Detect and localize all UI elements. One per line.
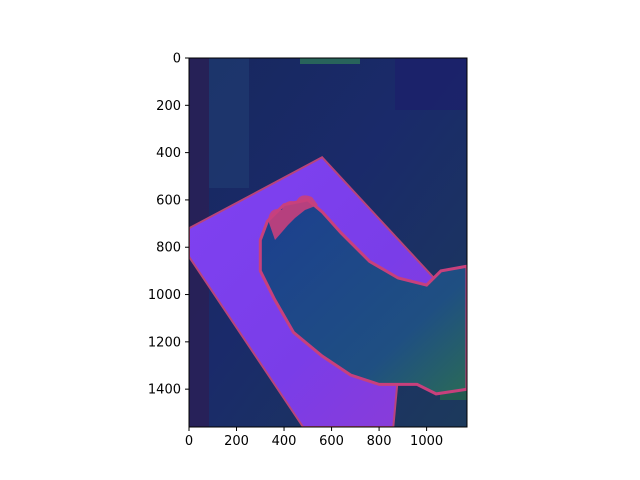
y-tick-label-7: 1400 bbox=[148, 383, 181, 398]
y-tick-label-1: 200 bbox=[156, 99, 181, 114]
y-tick-label-3: 600 bbox=[156, 193, 181, 208]
background-green-strip bbox=[300, 58, 360, 64]
x-axis: 0 200 400 600 800 1000 bbox=[185, 427, 443, 449]
x-tick-label-5: 1000 bbox=[410, 434, 443, 449]
y-tick-label-5: 1000 bbox=[148, 288, 181, 303]
x-tick-label-3: 600 bbox=[319, 434, 344, 449]
image-content bbox=[189, 58, 467, 427]
x-tick-label-0: 0 bbox=[185, 434, 193, 449]
x-tick-label-4: 800 bbox=[367, 434, 392, 449]
y-axis: 0 200 400 600 800 1000 1200 1400 bbox=[148, 52, 189, 398]
background-right-panel bbox=[395, 58, 467, 110]
x-tick-label-2: 400 bbox=[272, 434, 297, 449]
toe-bumps bbox=[268, 195, 318, 240]
y-tick-label-0: 0 bbox=[173, 52, 181, 67]
x-tick-label-1: 200 bbox=[224, 434, 249, 449]
y-tick-label-6: 1200 bbox=[148, 335, 181, 350]
plot-frame bbox=[188, 57, 468, 428]
y-tick-label-2: 400 bbox=[156, 146, 181, 161]
background-left-panel bbox=[209, 58, 249, 188]
foot-shape bbox=[258, 198, 467, 396]
y-tick-label-4: 800 bbox=[156, 241, 181, 256]
